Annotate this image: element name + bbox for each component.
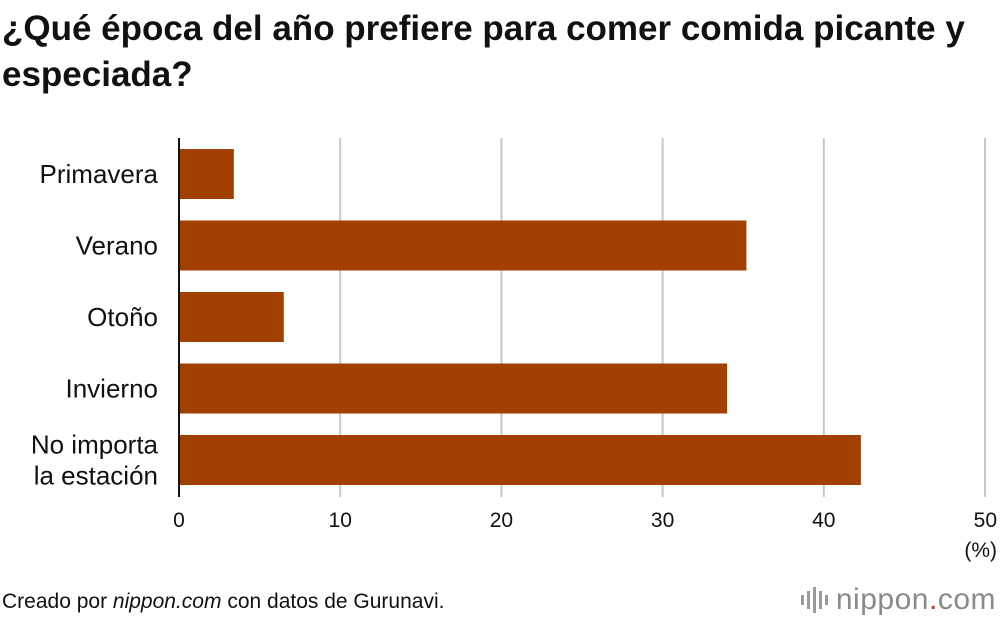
category-label: Primavera (40, 159, 159, 189)
bar (179, 363, 728, 414)
category-label: Invierno (66, 374, 159, 404)
category-label: Otoño (87, 302, 158, 332)
category-label: la estación (34, 461, 158, 491)
bar (179, 292, 284, 342)
bar (179, 149, 234, 199)
logo-wordmark: nippon.com (835, 583, 996, 616)
x-tick-label: 20 (490, 509, 513, 532)
x-axis-unit: (%) (964, 539, 997, 562)
x-tick-label: 30 (651, 509, 674, 532)
credit-site: nippon.com (112, 590, 222, 613)
bar-chart: Primavera Verano Otoño Invierno No importala… (31, 138, 997, 562)
credit-suffix: con datos de Gurunavi. (221, 590, 445, 613)
category-label: No importa (31, 430, 159, 460)
x-tick-label: 40 (812, 509, 835, 532)
x-tick-label: 10 (329, 509, 352, 532)
nippon-logo: nippon.com (800, 582, 996, 618)
x-tick-label: 50 (974, 509, 997, 532)
logo-bars-icon (800, 585, 828, 615)
source-credit: Creado por nippon.com con datos de Gurun… (2, 590, 444, 614)
category-label: Verano (76, 231, 158, 261)
credit-prefix: Creado por (2, 590, 113, 613)
bar (179, 435, 861, 485)
bars (179, 149, 861, 485)
chart-title: ¿Qué época del año prefiere para comer c… (2, 9, 965, 94)
bar (179, 220, 747, 271)
x-tick-label: 0 (173, 509, 185, 532)
category-labels: Primavera Verano Otoño Invierno No importala… (31, 159, 159, 491)
x-tick-labels: 0 10 20 30 40 50 (173, 509, 997, 532)
